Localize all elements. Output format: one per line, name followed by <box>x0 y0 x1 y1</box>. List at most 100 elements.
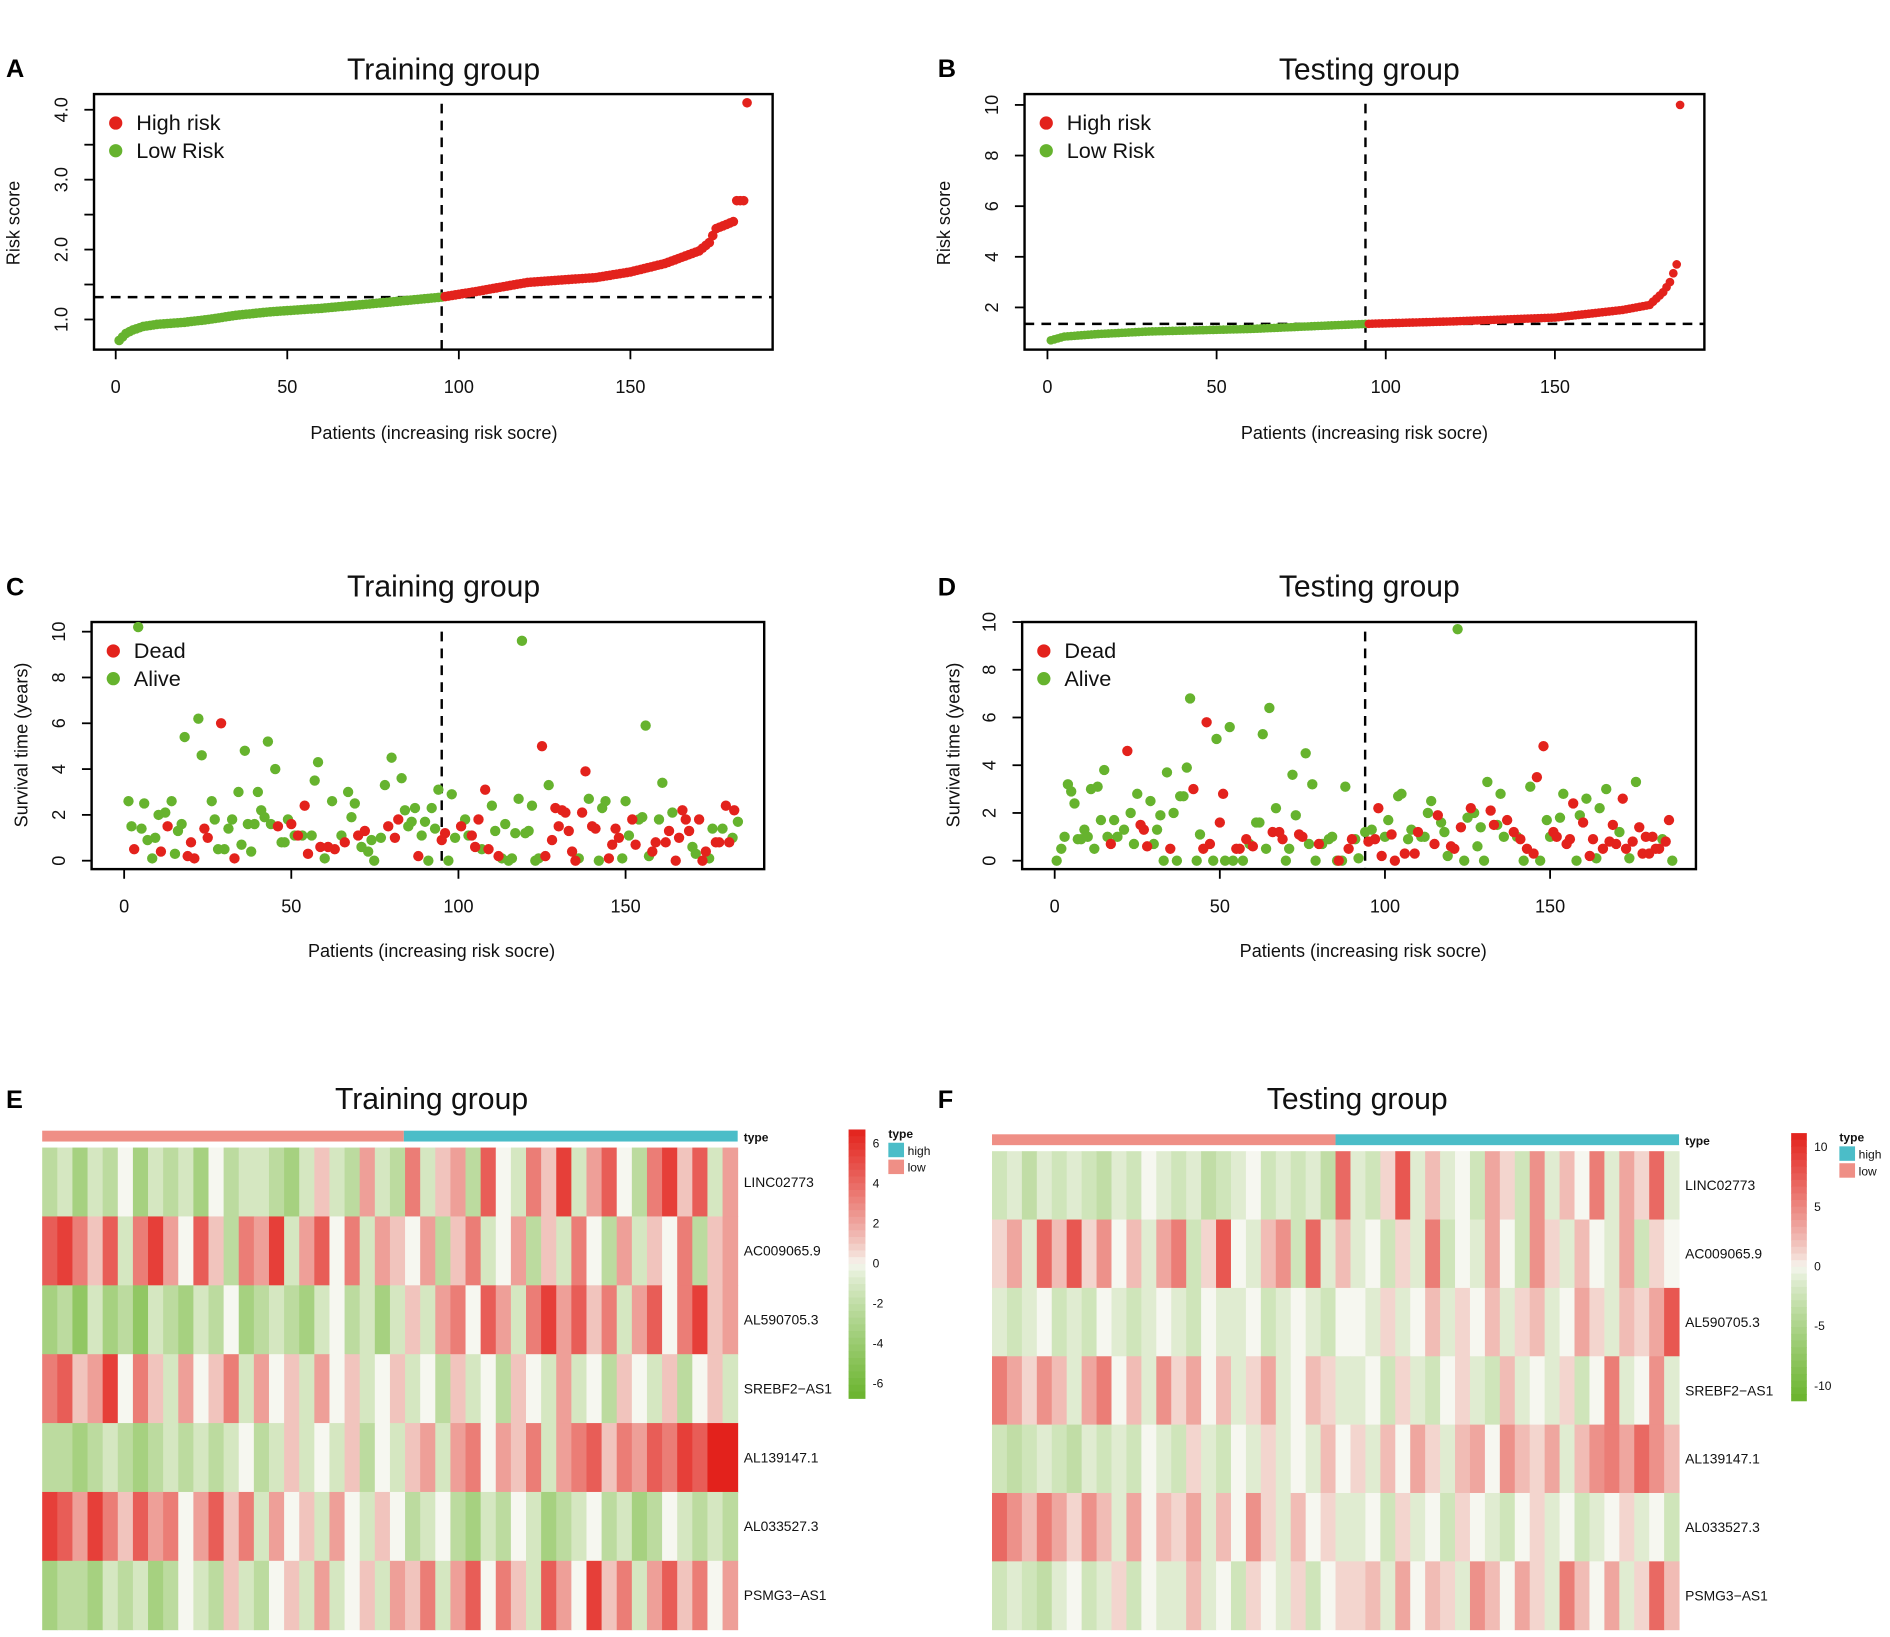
y-tick-label: 2 <box>980 808 1000 818</box>
alive-point <box>1051 855 1062 866</box>
heatmap-cell <box>1499 1356 1516 1426</box>
heatmap-cell <box>1141 1219 1157 1289</box>
color-scale-segment <box>848 1250 866 1258</box>
heatmap-cell <box>42 1560 58 1631</box>
heatmap-cell <box>1664 1287 1680 1357</box>
alive-point <box>1475 822 1486 833</box>
heatmap-cell <box>344 1354 361 1424</box>
heatmap-cell <box>238 1147 255 1217</box>
alive-point <box>206 795 217 807</box>
heatmap-cell <box>1275 1492 1292 1562</box>
dead-point <box>483 844 494 855</box>
alive-point <box>326 795 338 807</box>
heatmap-cell <box>1559 1151 1575 1221</box>
heatmap-cell <box>1395 1219 1411 1289</box>
heatmap-cell <box>299 1285 315 1355</box>
alive-point <box>196 750 207 761</box>
heatmap-cell <box>117 1147 134 1217</box>
color-scale-segment <box>1791 1240 1807 1248</box>
heatmap-cell <box>465 1147 482 1217</box>
alive-point <box>1554 812 1566 823</box>
legend-label: Low Risk <box>1067 138 1155 163</box>
dead-point <box>272 821 284 832</box>
heatmap-cell <box>1021 1424 1038 1494</box>
heatmap-cell <box>299 1216 315 1286</box>
heatmap-cell <box>1066 1561 1083 1631</box>
heatmap-cell <box>1096 1219 1112 1289</box>
alive-point <box>1594 802 1605 814</box>
dead-point <box>1369 834 1381 845</box>
legend-marker-red <box>106 644 120 658</box>
dead-point <box>1538 740 1549 752</box>
heatmap-cell <box>571 1423 587 1493</box>
gene-label: LINC02773 <box>744 1174 814 1190</box>
dead-point <box>1333 855 1344 866</box>
heatmap-cell <box>299 1560 315 1631</box>
heatmap-cell <box>616 1354 633 1424</box>
heatmap-cell <box>87 1147 104 1217</box>
color-scale-segment <box>1791 1333 1807 1342</box>
heatmap-cell <box>541 1491 557 1562</box>
heatmap-cell <box>374 1147 391 1217</box>
y-axis-label-d: Survival time (years) <box>943 663 963 828</box>
heatmap-cell <box>707 1147 724 1217</box>
heatmap-cell <box>1036 1219 1053 1289</box>
heatmap-cell <box>1574 1561 1590 1631</box>
alive-point <box>1128 838 1140 850</box>
heatmap-cell <box>1604 1424 1620 1494</box>
color-scale-segment <box>848 1357 866 1366</box>
alive-point <box>1396 788 1407 800</box>
heatmap-cell <box>1006 1287 1023 1357</box>
heatmap-cell <box>1201 1561 1217 1631</box>
heatmap-cell <box>1216 1356 1232 1426</box>
heatmap-cell <box>374 1423 391 1493</box>
color-scale-segment <box>848 1163 866 1171</box>
heatmap-cell <box>178 1560 194 1631</box>
dead-point <box>683 825 695 837</box>
color-scale-segment <box>1791 1380 1807 1388</box>
heatmap-cell <box>1305 1219 1322 1289</box>
heatmap-cell <box>1559 1219 1575 1289</box>
gene-label: PSMG3−AS1 <box>744 1587 827 1603</box>
dead-point <box>315 841 326 853</box>
color-scale-segment <box>1791 1307 1807 1315</box>
heatmap-cell <box>329 1147 346 1217</box>
heatmap-cell <box>1634 1492 1650 1562</box>
heatmap-cell <box>238 1423 255 1493</box>
heatmap-cell <box>132 1216 149 1286</box>
heatmap-cell <box>495 1423 512 1493</box>
color-scale-segment <box>848 1384 866 1393</box>
heatmap-cell <box>1499 1561 1516 1631</box>
heatmap-cell <box>329 1354 346 1424</box>
heatmap-cell <box>389 1147 406 1217</box>
heatmap-cell <box>208 1423 225 1493</box>
alive-point <box>1426 795 1437 807</box>
heatmap-cell <box>1410 1356 1426 1426</box>
dead-point <box>1204 838 1216 850</box>
dead-point <box>473 814 484 825</box>
heatmap-cell <box>510 1491 527 1562</box>
dead-point <box>1465 802 1477 814</box>
dead-point <box>1531 771 1543 783</box>
alive-point <box>1155 810 1166 821</box>
heatmap-cell <box>586 1423 603 1493</box>
alive-point <box>1208 855 1219 866</box>
heatmap-cell <box>238 1354 255 1424</box>
heatmap-cell <box>1201 1151 1217 1221</box>
heatmap-cell <box>1365 1151 1381 1221</box>
heatmap-cell <box>1544 1219 1561 1289</box>
high-risk-point <box>1665 277 1675 287</box>
alive-point <box>1224 721 1235 733</box>
heatmap-cell <box>556 1560 572 1631</box>
heatmap-cell <box>1649 1219 1665 1289</box>
heatmap-cell <box>722 1491 739 1562</box>
alive-point <box>433 784 444 795</box>
dead-point <box>1610 838 1622 850</box>
heatmap-cell <box>1425 1424 1441 1494</box>
dead-point <box>610 823 621 834</box>
dead-point <box>185 837 197 848</box>
heatmap-cell <box>72 1285 89 1355</box>
heatmap-cell <box>1275 1287 1292 1357</box>
color-scale-tick: 0 <box>1814 1260 1821 1274</box>
heatmap-cell <box>450 1560 467 1631</box>
